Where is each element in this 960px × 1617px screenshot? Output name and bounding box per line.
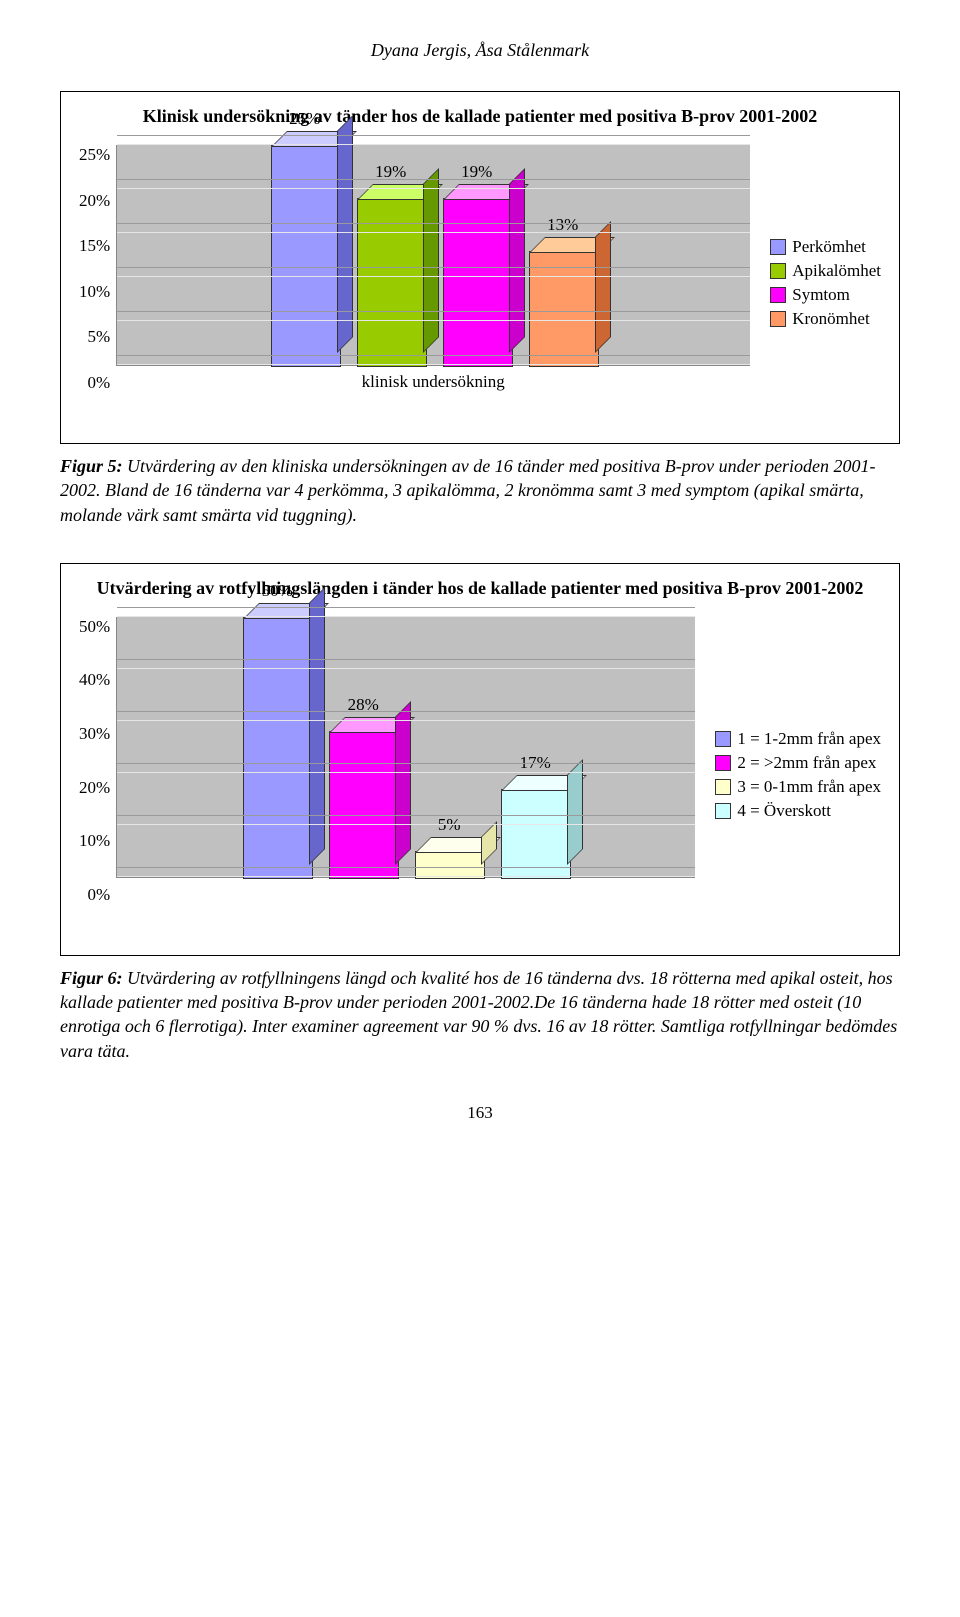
chart-2-plot-wrap: 50% 28% 5% 17%: [116, 617, 695, 933]
chart-1-body: 25% 20% 15% 10% 5% 0% 25%19%19%13% klinisk un…: [79, 145, 881, 421]
bar-side-face: [567, 759, 583, 865]
grid-line: [117, 720, 695, 721]
grid-line: [117, 668, 695, 669]
legend-label: 1 = 1-2mm från apex: [737, 729, 881, 749]
chart-2-body: 50% 40% 30% 20% 10% 0% 50% 28% 5% 17% 1 = 1-2mm …: [79, 617, 881, 933]
y-tick-label: 0%: [88, 885, 111, 905]
grid-line: [117, 616, 695, 617]
y-tick-label: 20%: [79, 778, 110, 798]
chart-1-title: Klinisk undersökning av tänder hos de ka…: [79, 106, 881, 127]
chart-1-x-label: klinisk undersökning: [116, 372, 750, 392]
bar-side-face: [481, 821, 497, 865]
figure-6-label: Figur 6:: [60, 968, 123, 988]
chart-2-plot-area: 50% 28% 5% 17%: [116, 617, 695, 878]
bar-side-face: [595, 221, 611, 353]
y-tick-label: 30%: [79, 724, 110, 744]
legend-item: Apikalömhet: [770, 261, 881, 281]
legend-swatch: [770, 311, 786, 327]
y-tick-label: 15%: [79, 236, 110, 256]
bar-value-label: 28%: [329, 695, 397, 715]
legend-item: Kronömhet: [770, 309, 881, 329]
legend-swatch: [770, 263, 786, 279]
chart-2-legend: 1 = 1-2mm från apex 2 = >2mm från apex 3 =…: [715, 617, 881, 933]
figure-5-caption: Figur 5: Utvärdering av den kliniska und…: [60, 454, 900, 527]
bar-front: [329, 731, 399, 879]
chart-1-frame: Klinisk undersökning av tänder hos de ka…: [60, 91, 900, 444]
bar-value-label: 25%: [271, 109, 339, 129]
legend-swatch: [770, 239, 786, 255]
bar-side-face: [337, 115, 353, 353]
legend-swatch: [715, 779, 731, 795]
legend-item: Perkömhet: [770, 237, 881, 257]
chart-2-title: Utvärdering av rotfyllningslängden i tän…: [79, 578, 881, 599]
y-tick-label: 50%: [79, 617, 110, 637]
chart-2-bars: 50% 28% 5% 17%: [117, 617, 695, 877]
y-tick-label: 0%: [88, 373, 111, 393]
chart-1-y-axis: 25% 20% 15% 10% 5% 0%: [79, 145, 116, 421]
legend-swatch: [715, 731, 731, 747]
y-tick-label: 10%: [79, 282, 110, 302]
grid-line: [117, 276, 750, 277]
grid-line: [117, 320, 750, 321]
chart-bar: 50%: [243, 617, 311, 877]
grid-line: [117, 876, 695, 877]
bar-value-label: 50%: [243, 581, 311, 601]
legend-item: Symtom: [770, 285, 881, 305]
chart-bar: 28%: [329, 731, 397, 877]
figure-5-text: Utvärdering av den kliniska undersökning…: [60, 456, 876, 525]
bar-side-face: [509, 168, 525, 353]
grid-line: [117, 772, 695, 773]
legend-label: 3 = 0-1mm från apex: [737, 777, 881, 797]
y-tick-label: 5%: [88, 327, 111, 347]
grid-line: [117, 824, 695, 825]
bar-front: [415, 851, 485, 879]
legend-item: 1 = 1-2mm från apex: [715, 729, 881, 749]
bar-side-face: [423, 168, 439, 353]
chart-1-plot-wrap: 25%19%19%13% klinisk undersökning: [116, 145, 750, 421]
legend-label: 4 = Överskott: [737, 801, 831, 821]
figure-6-caption: Figur 6: Utvärdering av rotfyllningens l…: [60, 966, 900, 1063]
legend-swatch: [770, 287, 786, 303]
y-tick-label: 40%: [79, 670, 110, 690]
grid-line: [117, 232, 750, 233]
chart-1-plot-area: 25%19%19%13%: [116, 145, 750, 366]
chart-bar: 17%: [501, 789, 569, 877]
chart-1-legend: Perkömhet Apikalömhet Symtom Kronömhet: [770, 145, 881, 421]
bar-front: [529, 251, 599, 367]
legend-item: 3 = 0-1mm från apex: [715, 777, 881, 797]
grid-line: [117, 188, 750, 189]
chart-1-bars: 25%19%19%13%: [117, 145, 750, 365]
legend-label: 2 = >2mm från apex: [737, 753, 876, 773]
grid-line: [117, 144, 750, 145]
grid-line: [117, 364, 750, 365]
legend-label: Apikalömhet: [792, 261, 881, 281]
bar-side-face: [395, 701, 411, 865]
chart-bar: 5%: [415, 851, 483, 877]
legend-item: 4 = Överskott: [715, 801, 881, 821]
bar-front: [501, 789, 571, 879]
authors-line: Dyana Jergis, Åsa Stålenmark: [60, 40, 900, 61]
chart-2-frame: Utvärdering av rotfyllningslängden i tän…: [60, 563, 900, 956]
legend-item: 2 = >2mm från apex: [715, 753, 881, 773]
y-tick-label: 10%: [79, 831, 110, 851]
chart-bar: 25%: [271, 145, 339, 365]
legend-swatch: [715, 755, 731, 771]
legend-label: Symtom: [792, 285, 850, 305]
figure-6-text: Utvärdering av rotfyllningens längd och …: [60, 968, 897, 1061]
legend-label: Kronömhet: [792, 309, 869, 329]
bar-value-label: 5%: [415, 815, 483, 835]
y-tick-label: 25%: [79, 145, 110, 165]
bar-front: [243, 617, 313, 879]
legend-swatch: [715, 803, 731, 819]
y-tick-label: 20%: [79, 191, 110, 211]
legend-label: Perkömhet: [792, 237, 866, 257]
chart-2-y-axis: 50% 40% 30% 20% 10% 0%: [79, 617, 116, 933]
page-number: 163: [60, 1103, 900, 1123]
figure-5-label: Figur 5:: [60, 456, 123, 476]
